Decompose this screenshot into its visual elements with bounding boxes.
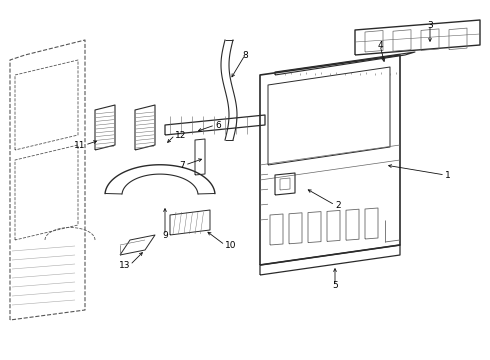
Text: 5: 5 — [332, 280, 338, 289]
Text: 2: 2 — [335, 201, 341, 210]
Text: 9: 9 — [162, 230, 168, 239]
Text: 11: 11 — [74, 140, 85, 149]
Text: 13: 13 — [119, 261, 130, 270]
Text: 7: 7 — [179, 161, 185, 170]
Text: 1: 1 — [445, 171, 451, 180]
Text: 4: 4 — [377, 40, 383, 49]
Text: 6: 6 — [215, 121, 221, 130]
Text: 8: 8 — [242, 50, 248, 59]
Text: 10: 10 — [225, 240, 237, 249]
Text: 3: 3 — [427, 21, 433, 30]
Text: 12: 12 — [175, 130, 186, 139]
